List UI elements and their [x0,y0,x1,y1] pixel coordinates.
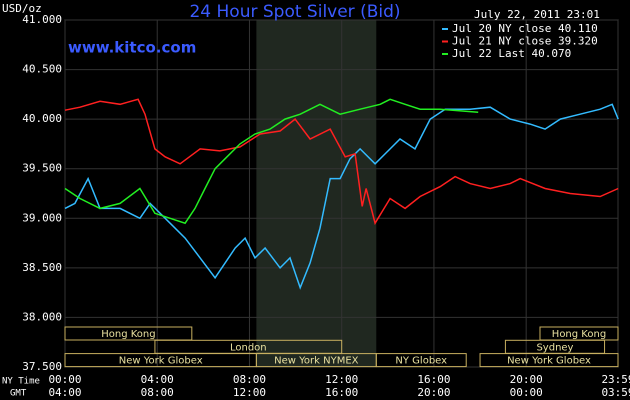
session-label: New York NYMEX [274,356,359,367]
session-label: Sydney [536,342,573,353]
x-tick-label: 00:00 [48,373,81,386]
x2-tick-label: 03:59 [601,386,630,399]
x-axis-label: NY Time [2,377,40,387]
y-tick-label: 40.000 [22,112,62,125]
x2-tick-label: 16:00 [325,386,358,399]
plot-background [64,19,619,368]
y-tick-label: 38.000 [22,310,62,323]
legend-label: Jul 21 NY close 39.320 [452,35,598,48]
timestamp: July 22, 2011 23:01 [474,8,600,21]
chart-title: 24 Hour Spot Silver (Bid) [189,2,400,22]
session-label: Hong Kong [552,329,606,340]
session-label: London [230,342,267,353]
highlight-band [256,20,377,367]
session-bar [64,326,193,341]
x2-tick-label: 00:00 [510,386,543,399]
x-tick-label: 16:00 [417,373,450,386]
y-tick-label: 39.500 [22,162,62,175]
y-tick-label: 41.000 [22,13,62,26]
x-tick-label: 04:00 [141,373,174,386]
series-line [64,98,479,225]
x-tick-label: 20:00 [510,373,543,386]
legend-label: Jul 22 Last 40.070 [452,47,571,60]
legend-label: Jul 20 NY close 40.110 [452,22,598,35]
x2-tick-label: 20:00 [417,386,450,399]
y-axis-label: USD/oz [2,2,42,15]
x2-tick-label: 08:00 [141,386,174,399]
y-tick-label: 40.500 [22,63,62,76]
x-tick-label: 08:00 [233,373,266,386]
y-tick-label: 38.500 [22,261,62,274]
x-tick-label: 12:00 [325,373,358,386]
session-label: New York Globex [507,356,591,367]
x2-axis-label: GMT [10,389,27,399]
session-bar [479,353,619,368]
x-tick-label: 23:59 [601,373,630,386]
x2-tick-label: 12:00 [233,386,266,399]
session-bar [375,353,467,368]
y-tick-label: 37.500 [22,360,62,373]
session-label: New York Globex [119,356,203,367]
series-line [64,98,619,226]
session-label: NY Globex [395,356,447,367]
y-tick-label: 39.000 [22,211,62,224]
site-label: www.kitco.com [68,39,196,57]
x2-tick-label: 04:00 [48,386,81,399]
session-label: Hong Kong [101,329,155,340]
series-line [64,103,619,290]
